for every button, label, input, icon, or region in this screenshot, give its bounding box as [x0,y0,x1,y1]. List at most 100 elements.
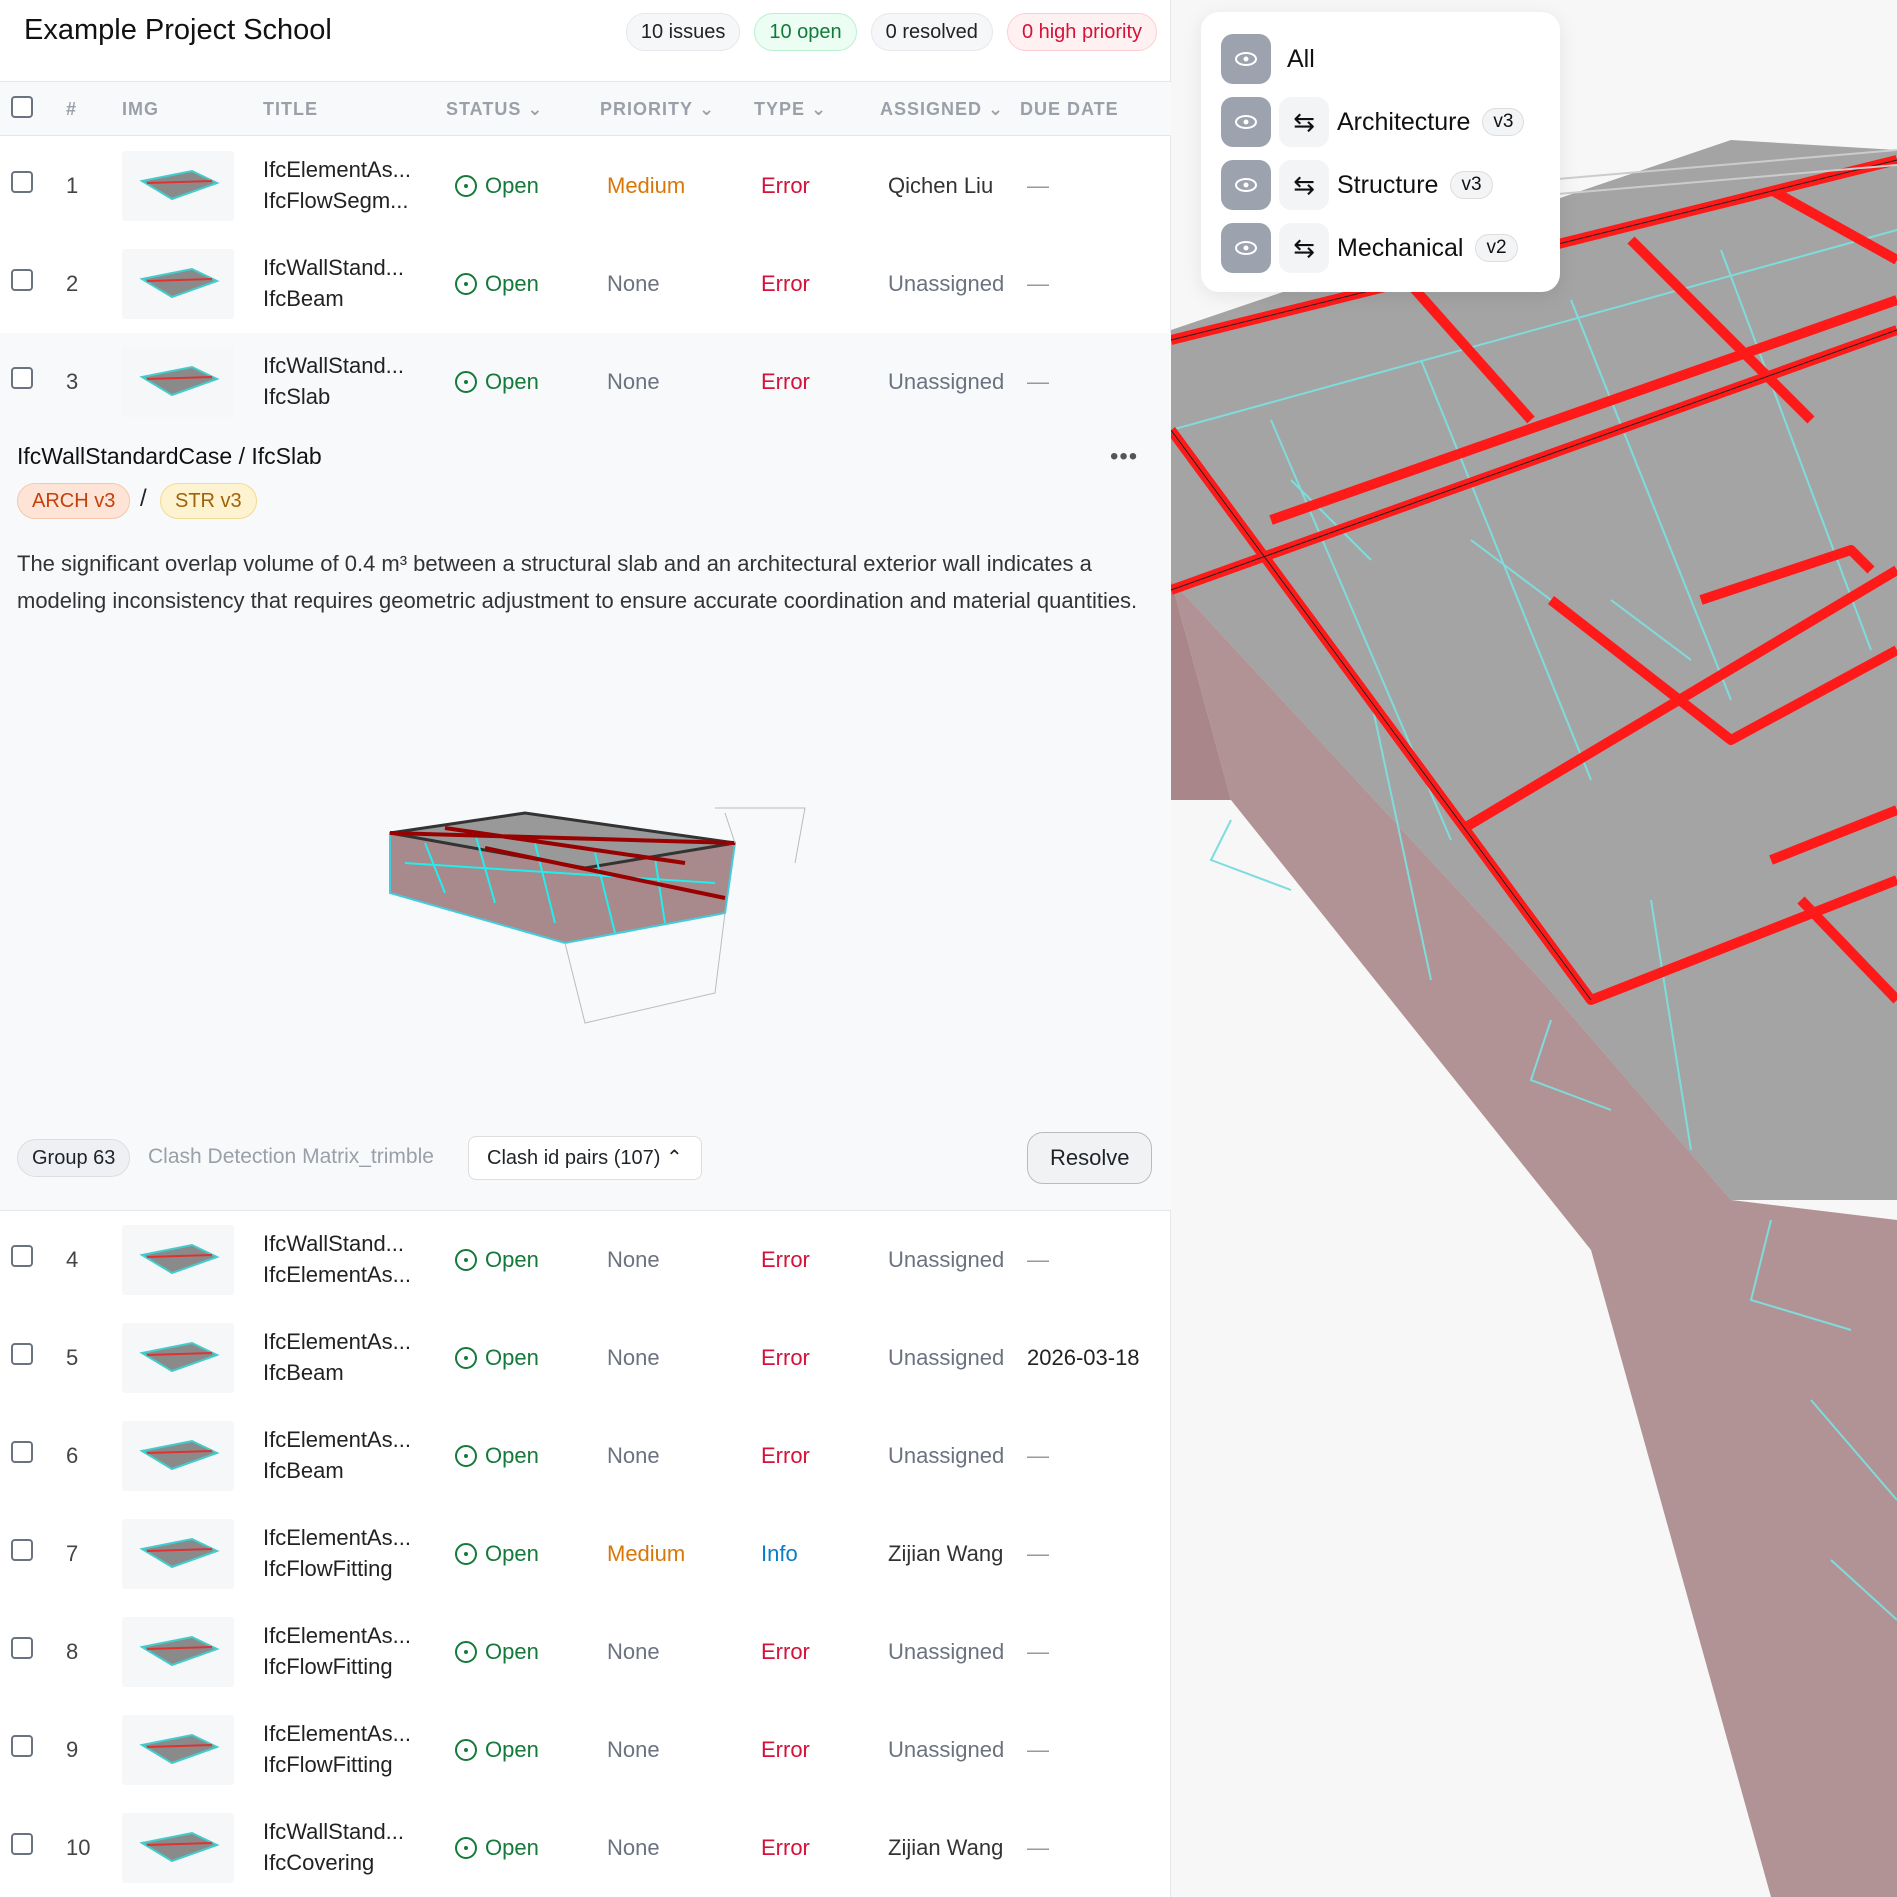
assignee-value: Unassigned [888,1639,1005,1664]
clash-thumbnail[interactable] [122,1519,234,1589]
table-row[interactable]: 8 IfcElementAs... IfcFlowFitting Open No… [0,1603,1171,1701]
type-value: Error [761,1639,810,1664]
assignee-value: Unassigned [888,271,1005,296]
due-date-value: — [1027,271,1049,296]
clash-thumbnail[interactable] [122,1813,234,1883]
priority-value: Medium [607,173,686,198]
priority-value: None [607,271,660,296]
col-num: # [66,99,78,119]
table-row[interactable]: 6 IfcElementAs... IfcBeam Open None Erro… [0,1407,1171,1505]
layer-architecture[interactable]: ⇆ Architecture v3 [1221,96,1525,148]
version-badge: v2 [1475,234,1518,262]
clash-preview-image[interactable] [385,803,815,1043]
priority-value: None [607,1247,660,1272]
version-badge: v3 [1450,171,1493,199]
table-row[interactable]: 9 IfcElementAs... IfcFlowFitting Open No… [0,1701,1171,1799]
clash-thumbnail[interactable] [122,347,234,417]
table-row[interactable]: 3 IfcWallStand... IfcSlab Open None Erro… [0,333,1171,431]
eye-icon[interactable] [1221,34,1271,84]
row-checkbox[interactable] [11,1441,33,1463]
due-date-value: 2026-03-18 [1027,1345,1140,1370]
table-header: # IMG TITLE STATUS ⌄ PRIORITY ⌄ TYPE ⌄ A… [0,82,1171,136]
row-checkbox[interactable] [11,269,33,291]
clash-thumbnail[interactable] [122,1715,234,1785]
title-line-1: IfcElementAs... [263,1427,411,1452]
swap-version-icon[interactable]: ⇆ [1279,97,1329,147]
status-badge: Open [455,271,539,297]
layer-all[interactable]: All [1221,33,1315,85]
row-checkbox[interactable] [11,1539,33,1561]
clash-thumbnail[interactable] [122,1225,234,1295]
detail-title: IfcWallStandardCase / IfcSlab [17,443,322,469]
clash-thumbnail[interactable] [122,151,234,221]
layer-name: All [1287,44,1315,73]
open-circle-icon [455,1445,477,1467]
row-checkbox[interactable] [11,1833,33,1855]
layer-name: Structure [1337,170,1439,199]
status-badge: Open [455,1345,539,1371]
swap-version-icon[interactable]: ⇆ [1279,223,1329,273]
row-checkbox[interactable] [11,1735,33,1757]
clash-thumbnail[interactable] [122,249,234,319]
version-badge: v3 [1482,108,1525,136]
status-badge: Open [455,173,539,199]
title-line-2: IfcFlowSegm... [263,188,409,213]
table-row[interactable]: 1 IfcElementAs... IfcFlowSegm... Open Me… [0,137,1171,235]
table-row[interactable]: 4 IfcWallStand... IfcElementAs... Open N… [0,1211,1171,1309]
title-line-2: IfcCovering [263,1850,375,1875]
col-status[interactable]: STATUS ⌄ [446,99,544,119]
layer-structure[interactable]: ⇆ Structure v3 [1221,159,1493,211]
title-line-1: IfcElementAs... [263,1721,411,1746]
col-assigned[interactable]: ASSIGNED ⌄ [880,99,1005,119]
swap-version-icon[interactable]: ⇆ [1279,160,1329,210]
row-checkbox[interactable] [11,1343,33,1365]
table-row[interactable]: 10 IfcWallStand... IfcCovering Open None… [0,1799,1171,1897]
table-row[interactable]: 2 IfcWallStand... IfcBeam Open None Erro… [0,235,1171,333]
issues-count-pill[interactable]: 10 issues [625,13,741,51]
row-number: 2 [66,271,79,296]
col-due-date: DUE DATE [1020,99,1119,119]
layer-mechanical[interactable]: ⇆ Mechanical v2 [1221,222,1518,274]
row-number: 4 [66,1247,79,1272]
status-badge: Open [455,1639,539,1665]
table-row[interactable]: 5 IfcElementAs... IfcBeam Open None Erro… [0,1309,1171,1407]
eye-icon[interactable] [1221,223,1271,273]
due-date-value: — [1027,1737,1049,1762]
open-circle-icon [455,371,477,393]
3d-viewer[interactable] [1171,0,1897,1897]
open-circle-icon [455,273,477,295]
type-value: Error [761,271,810,296]
3d-model-view[interactable] [1171,0,1897,1897]
eye-icon[interactable] [1221,97,1271,147]
more-options-icon[interactable]: ••• [1110,443,1139,470]
col-title: TITLE [263,99,318,119]
clash-thumbnail[interactable] [122,1323,234,1393]
type-value: Error [761,1247,810,1272]
open-circle-icon [455,1837,477,1859]
col-priority[interactable]: PRIORITY ⌄ [600,99,716,119]
open-count-pill[interactable]: 10 open [754,13,857,51]
priority-value: None [607,1639,660,1664]
eye-icon[interactable] [1221,160,1271,210]
resolve-button[interactable]: Resolve [1027,1132,1153,1184]
row-number: 9 [66,1737,79,1762]
high-priority-pill[interactable]: 0 high priority [1006,13,1157,51]
open-circle-icon [455,1347,477,1369]
row-checkbox[interactable] [11,171,33,193]
assignee-value: Unassigned [888,1247,1005,1272]
assignee-value: Zijian Wang [888,1835,1004,1860]
table-row[interactable]: 7 IfcElementAs... IfcFlowFitting Open Me… [0,1505,1171,1603]
row-checkbox[interactable] [11,1245,33,1267]
open-circle-icon [455,1249,477,1271]
clash-id-pairs-button[interactable]: Clash id pairs (107) ⌃ [468,1136,702,1180]
status-badge: Open [455,1541,539,1567]
row-number: 6 [66,1443,79,1468]
clash-thumbnail[interactable] [122,1617,234,1687]
row-checkbox[interactable] [11,367,33,389]
resolved-count-pill[interactable]: 0 resolved [870,13,993,51]
row-checkbox[interactable] [11,1637,33,1659]
chevron-down-icon: ⌄ [527,99,544,119]
clash-thumbnail[interactable] [122,1421,234,1491]
col-type[interactable]: TYPE ⌄ [754,99,828,119]
select-all-checkbox[interactable] [11,96,33,118]
